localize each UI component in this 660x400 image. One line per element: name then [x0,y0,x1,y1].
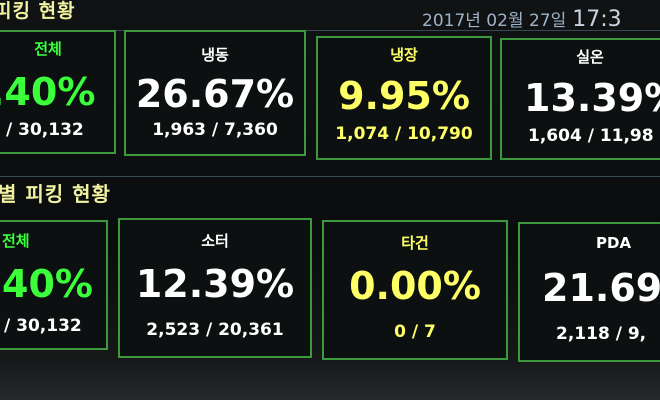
card-percent: 40% [2,262,93,306]
date-text: 2017년 02월 27일 [422,11,567,31]
card-room-temp: 실온 13.39% 1,604 / 11,98 [500,38,660,160]
card-percent: 9.95% [338,74,470,118]
card-label: 실온 [576,48,604,66]
card-percent: 21.69 [542,266,660,310]
bottom-shadow [0,360,660,400]
card-label: 소터 [201,232,229,250]
card-sorter: 소터 12.39% 2,523 / 20,361 [118,218,312,358]
card-label: PDA [596,234,632,252]
card-label: 전체 [2,232,30,250]
card-total-1: 전체 .40% / 30,132 [0,30,116,154]
card-percent: 13.39% [524,76,660,120]
card-count: / 30,132 [4,316,82,336]
card-percent: 26.67% [135,72,295,116]
card-count: 1,074 / 10,790 [335,124,473,144]
card-percent: 12.39% [135,262,295,306]
card-label: 냉장 [390,46,418,64]
card-percent: .40% [0,70,96,114]
card-refrigerated: 냉장 9.95% 1,074 / 10,790 [316,36,492,160]
time-text: 17:3 [572,7,622,32]
card-label: 타건 [401,234,429,252]
card-percent: 0.00% [349,264,481,308]
card-pda: PDA 21.69 2,118 / 9, [518,222,660,362]
card-count: 0 / 7 [394,322,436,342]
section-title-picking-status: 피킹 현황 [0,0,76,22]
card-count: 2,523 / 20,361 [146,320,284,340]
section2-divider [0,176,660,177]
header-divider [0,30,660,31]
card-label: 전체 [34,40,62,58]
card-keystroke: 타건 0.00% 0 / 7 [322,220,508,360]
card-label: 냉동 [201,46,229,64]
card-count: / 30,132 [6,120,84,140]
datetime-display: 2017년 02월 27일 17:3 [422,6,622,32]
card-count: 2,118 / 9, [556,324,647,344]
card-frozen: 냉동 26.67% 1,963 / 7,360 [124,30,306,156]
section-title-by-type: 별 피킹 현황 [0,182,111,206]
card-count: 1,604 / 11,98 [528,126,654,146]
card-total-2: 전체 40% / 30,132 [0,220,108,350]
card-count: 1,963 / 7,360 [152,120,278,140]
